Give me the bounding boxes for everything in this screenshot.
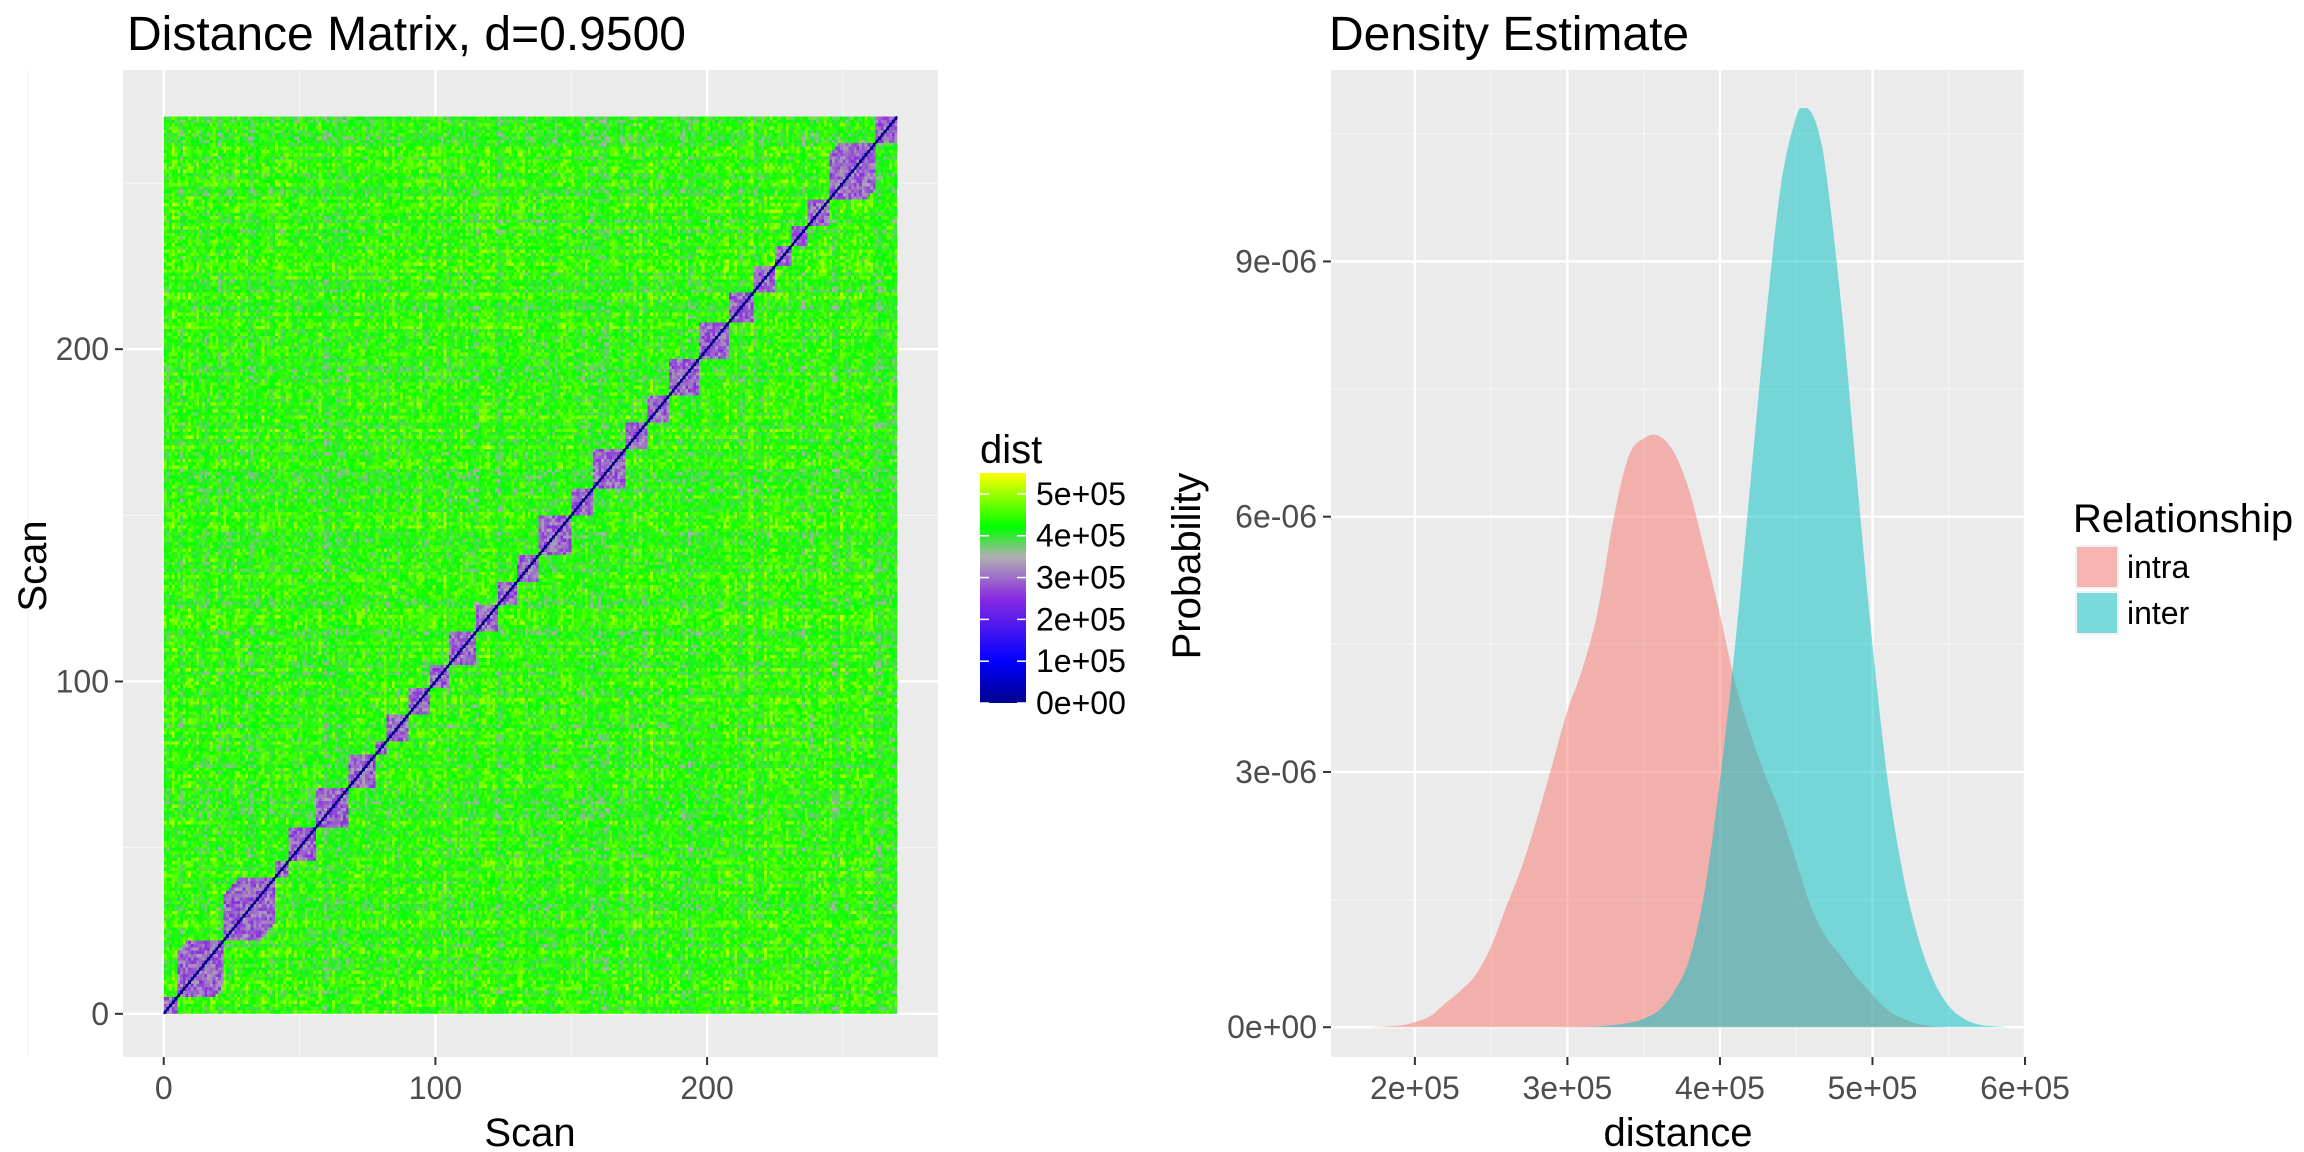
legend-label-inter: inter [2127,595,2190,631]
density-y-axis: 0e+00 3e-06 6e-06 9e-06 [1227,243,1331,1045]
heatmap-y-axis: 0 100 200 [56,331,123,1032]
heatmap-y-tick-label: 100 [56,663,109,699]
legend-label-intra: intra [2127,549,2189,585]
density-x-tick-label: 5e+05 [1828,1070,1918,1106]
density-x-tick-label: 2e+05 [1370,1070,1460,1106]
colorbar-tick-label: 1e+05 [1036,643,1126,679]
relationship-legend: Relationship intra inter [2073,497,2293,635]
density-y-axis-title: Probability [1165,473,1209,660]
colorbar-tick-label: 4e+05 [1036,518,1126,554]
colorbar-tick-label: 0e+00 [1036,685,1126,721]
heatmap-y-tick-label: 200 [56,331,109,367]
density-y-tick-label: 6e-06 [1235,499,1317,535]
density-y-tick-label: 3e-06 [1235,754,1317,790]
heatmap-y-tick-label: 0 [91,996,109,1032]
colorbar-legend: dist 0e+00 1e+05 2e+05 3e+05 4e+05 5e+05 [980,428,1126,721]
heatmap-chart: Distance Matrix, d=0.9500 0 100 200 0 100 20… [11,8,1126,1152]
legend-swatch-inter [2077,593,2117,633]
legend-swatch-intra [2077,547,2117,587]
heatmap-title: Distance Matrix, d=0.9500 [127,8,686,61]
heatmap-x-tick-label: 0 [155,1070,173,1106]
density-area-intra [1369,434,1949,1028]
colorbar-tick-label: 2e+05 [1036,601,1126,637]
density-x-tick-label: 6e+05 [1980,1070,2070,1106]
heatmap-y-axis-title: Scan [11,520,55,611]
heatmap-x-axis: 0 100 200 [155,1057,734,1106]
density-chart: Density Estimate 2e+05 3e+05 4e+05 5e+05 6e+… [1165,8,2293,1152]
density-x-axis: 2e+05 3e+05 4e+05 5e+05 6e+05 [1370,1057,2070,1106]
heatmap-diagonal [162,115,899,1015]
density-y-tick-label: 0e+00 [1227,1009,1317,1045]
density-x-tick-label: 4e+05 [1675,1070,1765,1106]
density-area-inter [1552,107,2010,1028]
colorbar-tick-label: 3e+05 [1036,560,1126,596]
legend-entries: intra inter [2075,545,2190,635]
colorbar-title: dist [980,428,1042,472]
density-y-tick-label: 9e-06 [1235,243,1317,279]
heatmap-x-tick-label: 200 [680,1070,733,1106]
density-areas [1369,107,2010,1028]
colorbar-bar [980,473,1026,703]
colorbar-ticks: 0e+00 1e+05 2e+05 3e+05 4e+05 5e+05 [980,476,1126,721]
density-x-tick-label: 3e+05 [1522,1070,1612,1106]
density-x-axis-title: distance [1604,1111,1753,1152]
heatmap-x-tick-label: 100 [409,1070,462,1106]
legend-title: Relationship [2073,497,2293,541]
heatmap-cells [162,115,899,1015]
density-title: Density Estimate [1329,8,1689,61]
colorbar-tick-label: 5e+05 [1036,476,1126,512]
heatmap-x-axis-title: Scan [484,1111,575,1152]
